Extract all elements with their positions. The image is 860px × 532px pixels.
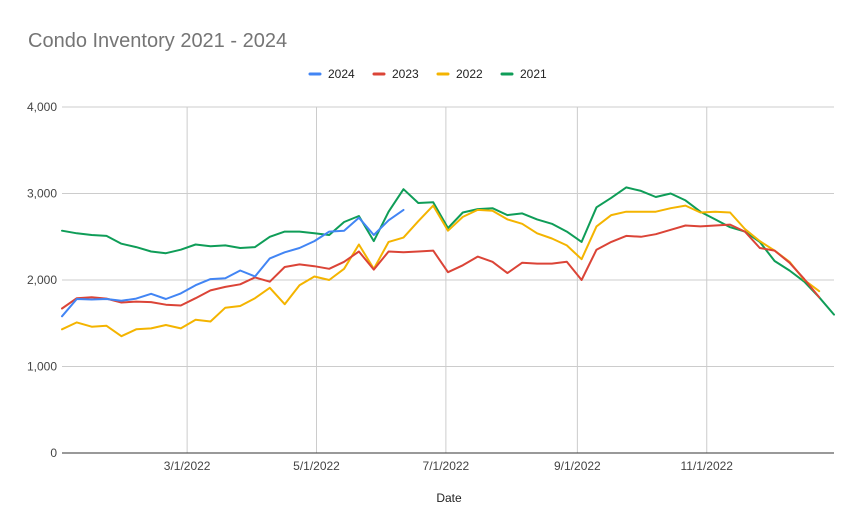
y-tick-label: 2,000 xyxy=(27,273,57,287)
legend: 2024 2023 2022 2021 xyxy=(308,67,547,81)
y-tick-label: 3,000 xyxy=(27,187,57,201)
chart-title: Condo Inventory 2021 - 2024 xyxy=(28,30,287,52)
y-tick-label: 4,000 xyxy=(27,100,57,114)
y-axis: 0 1,000 2,000 3,000 4,000 xyxy=(27,100,57,460)
y-tick-label: 0 xyxy=(50,446,57,460)
x-tick-label: 5/1/2022 xyxy=(293,459,340,473)
x-tick-label: 9/1/2022 xyxy=(554,459,601,473)
y-tick-label: 1,000 xyxy=(27,360,57,374)
series-line-2022 xyxy=(61,204,821,338)
legend-label-2021: 2021 xyxy=(520,67,547,81)
series-line-2021 xyxy=(61,186,835,316)
legend-label-2024: 2024 xyxy=(328,67,355,81)
series-lines xyxy=(61,186,835,338)
gridlines xyxy=(62,106,834,453)
x-axis: 3/1/2022 5/1/2022 7/1/2022 9/1/2022 11/1/202… xyxy=(164,459,734,473)
legend-label-2022: 2022 xyxy=(456,67,483,81)
legend-label-2023: 2023 xyxy=(392,67,419,81)
x-tick-label: 3/1/2022 xyxy=(164,459,211,473)
series-line-2023 xyxy=(61,223,821,310)
x-tick-label: 7/1/2022 xyxy=(423,459,470,473)
x-tick-label: 11/1/2022 xyxy=(680,459,733,473)
series-line-2024 xyxy=(61,208,405,318)
x-axis-title: Date xyxy=(436,491,462,505)
